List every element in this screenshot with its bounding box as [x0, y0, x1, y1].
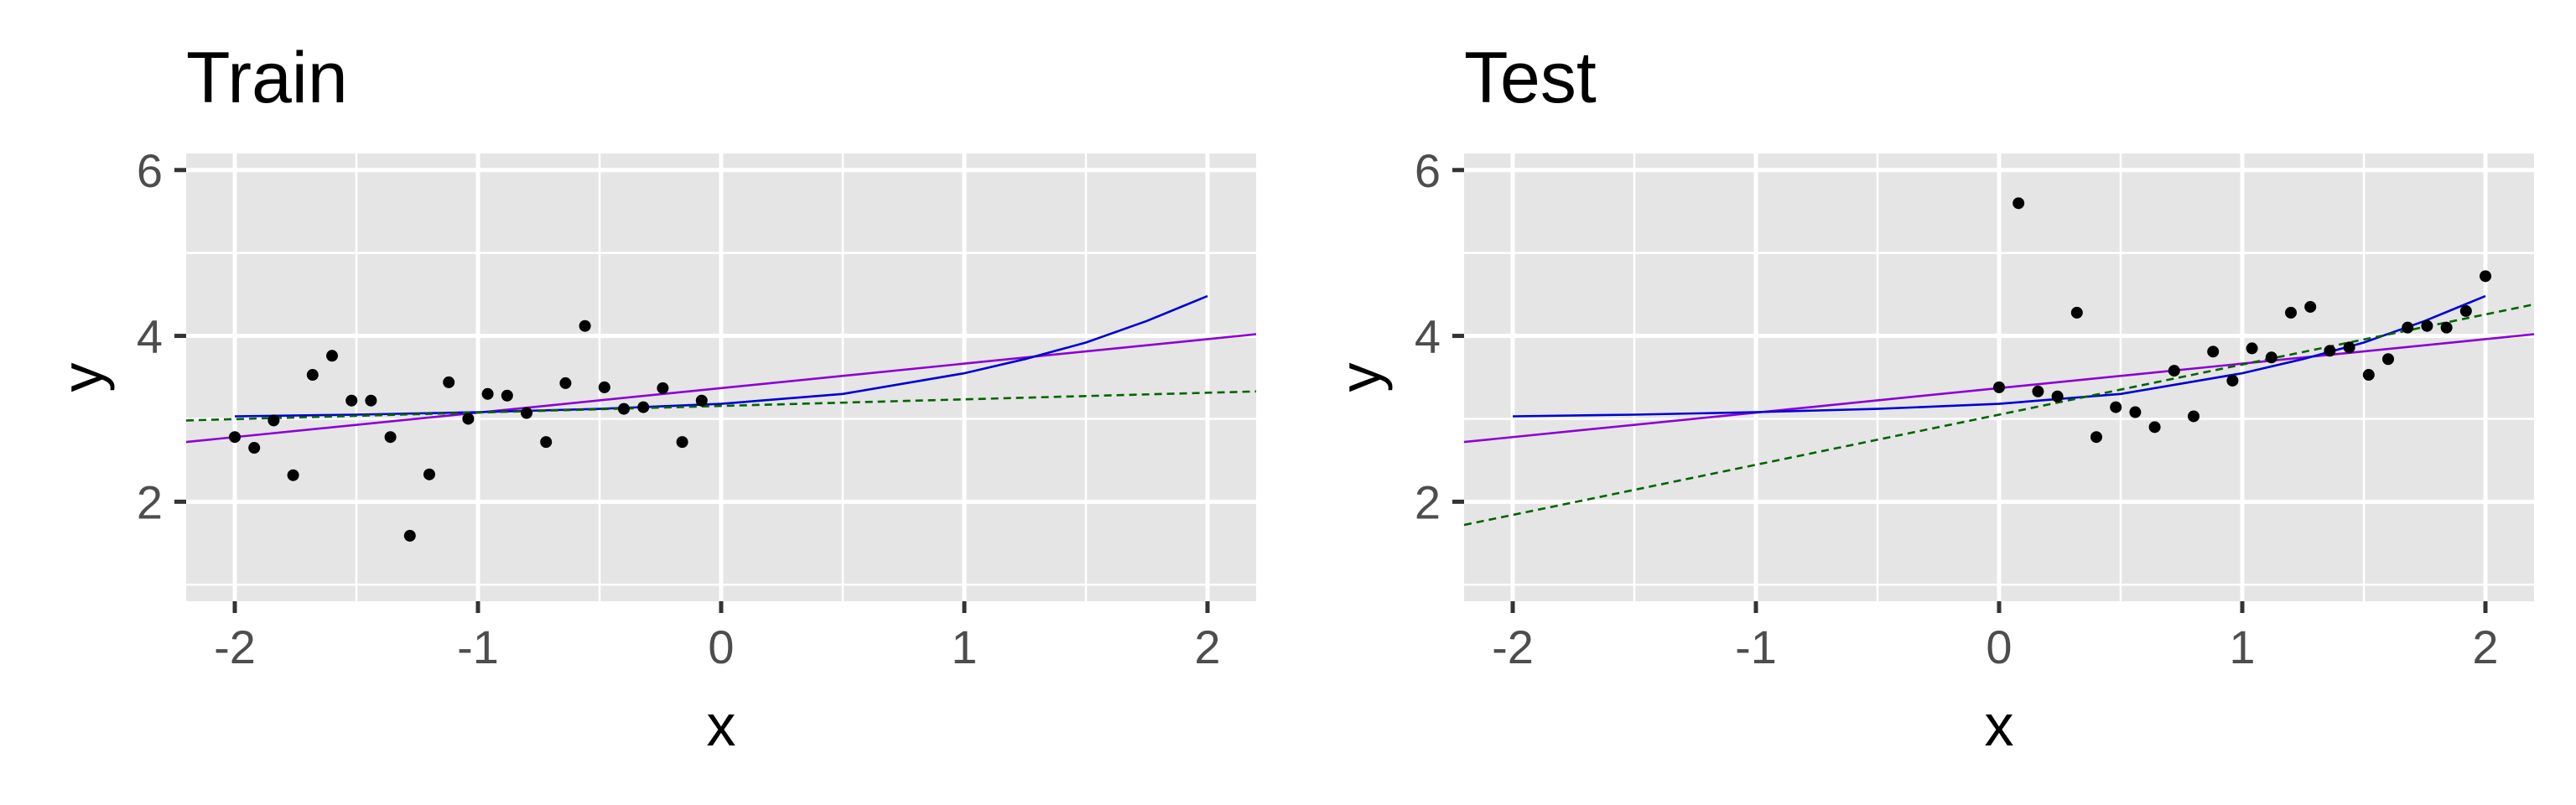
data-point	[637, 401, 650, 413]
x-tick-label: 0	[1986, 621, 2012, 673]
series-line-curve	[234, 294, 1208, 418]
data-point	[2051, 390, 2064, 402]
data-point	[559, 377, 572, 389]
data-points	[229, 319, 708, 542]
data-point	[306, 369, 319, 382]
data-point	[267, 414, 280, 427]
axes: -2 -1 0 1 2 2 4 6	[1415, 144, 2499, 673]
data-point	[384, 431, 397, 444]
panel-test: -2 -1 0 1 2 2 4 6 Test x y	[1327, 38, 2534, 758]
data-point	[345, 394, 358, 407]
data-point	[2362, 369, 2375, 382]
data-point	[579, 319, 591, 332]
data-point	[2246, 342, 2258, 355]
data-point	[2304, 300, 2317, 313]
data-point	[2090, 431, 2102, 444]
gridlines	[186, 153, 1256, 601]
data-point	[2148, 421, 2161, 434]
data-point	[618, 402, 630, 415]
x-tick-label: 2	[2472, 621, 2498, 673]
data-point	[2480, 270, 2491, 283]
y-tick-label: 4	[1415, 310, 1441, 363]
data-point	[481, 387, 494, 400]
series-line-linear	[186, 333, 1256, 444]
data-point	[462, 413, 475, 425]
x-tick-label: -2	[214, 621, 256, 673]
data-point	[2402, 321, 2414, 334]
x-tick-label: 1	[951, 621, 977, 673]
data-point	[676, 436, 688, 449]
y-tick-label: 4	[137, 310, 163, 363]
data-point	[2188, 410, 2199, 423]
data-point	[287, 469, 299, 481]
x-tick-label: 2	[1194, 621, 1220, 673]
y-tick-label: 6	[137, 144, 163, 197]
data-point	[1993, 381, 2005, 393]
x-tick-label: 1	[2229, 621, 2255, 673]
data-point	[2382, 353, 2394, 366]
series-lines	[186, 294, 1256, 444]
data-point	[423, 468, 435, 480]
data-point	[2459, 304, 2472, 317]
data-point	[521, 407, 532, 419]
data-points	[1993, 197, 2491, 444]
data-point	[2070, 306, 2083, 319]
series-line-dashed	[1464, 303, 2534, 527]
series-line-curve	[1512, 294, 2486, 418]
x-tick-label: -1	[457, 621, 499, 673]
panel-title: Test	[1464, 38, 1597, 118]
data-point	[2343, 341, 2355, 354]
data-point	[443, 376, 455, 388]
gridlines	[1464, 153, 2534, 601]
data-point	[2440, 321, 2453, 334]
x-tick-label: -1	[1735, 621, 1777, 673]
panel-title: Train	[186, 38, 348, 118]
y-axis-label: y	[49, 363, 115, 392]
data-point	[2012, 197, 2025, 210]
y-tick-label: 2	[1415, 475, 1441, 528]
panel-train: -2 -1 0 1 2 2 4 6 Train x y	[49, 38, 1256, 758]
data-point	[598, 381, 610, 393]
data-point	[2285, 306, 2297, 319]
axes: -2 -1 0 1 2 2 4 6	[137, 144, 1221, 673]
data-point	[2110, 401, 2122, 413]
data-point	[365, 394, 377, 407]
data-point	[326, 350, 338, 362]
data-point	[2207, 345, 2220, 358]
data-point	[2129, 406, 2142, 418]
data-point	[2168, 365, 2180, 377]
y-axis-label: y	[1327, 363, 1393, 392]
y-tick-label: 6	[1415, 144, 1441, 197]
data-point	[501, 389, 513, 402]
data-point	[695, 394, 708, 407]
data-point	[2226, 374, 2239, 387]
series-line-dashed	[186, 390, 1256, 422]
data-point	[657, 382, 669, 394]
data-point	[540, 436, 553, 449]
data-point	[2265, 351, 2277, 364]
data-point	[403, 529, 416, 542]
data-point	[2032, 385, 2044, 397]
x-axis-label: x	[1985, 693, 2014, 758]
data-point	[229, 431, 241, 444]
data-point	[2421, 319, 2433, 332]
x-tick-label: -2	[1492, 621, 1534, 673]
data-point	[2324, 345, 2336, 357]
data-point	[248, 442, 261, 454]
x-tick-label: 0	[708, 621, 734, 673]
x-axis-label: x	[707, 693, 736, 758]
y-tick-label: 2	[137, 475, 163, 528]
